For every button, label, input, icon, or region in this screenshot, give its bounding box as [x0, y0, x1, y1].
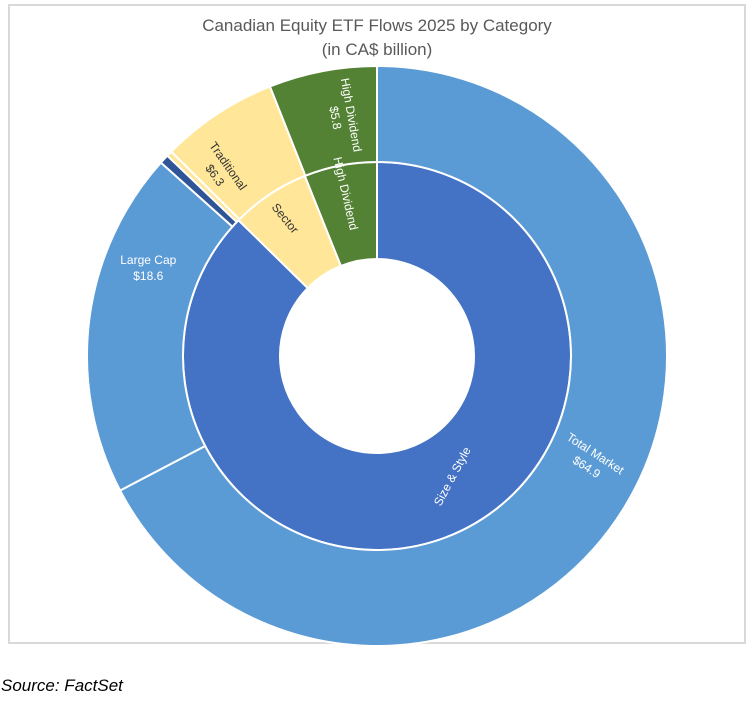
source-note: Source: FactSet	[1, 676, 123, 695]
chart-title-main: Canadian Equity ETF Flows 2025 by Catego…	[202, 16, 552, 35]
chart-title: Canadian Equity ETF Flows 2025 by Catego…	[10, 14, 744, 62]
outer-segment-high-dividend	[268, 64, 378, 177]
chart-center-hole	[280, 259, 474, 453]
outer-label-large-cap: Large Cap $18.6	[120, 253, 176, 283]
outer-segment-total-market	[118, 64, 668, 647]
chart-subtitle: (in CA$ billion)	[321, 40, 433, 59]
